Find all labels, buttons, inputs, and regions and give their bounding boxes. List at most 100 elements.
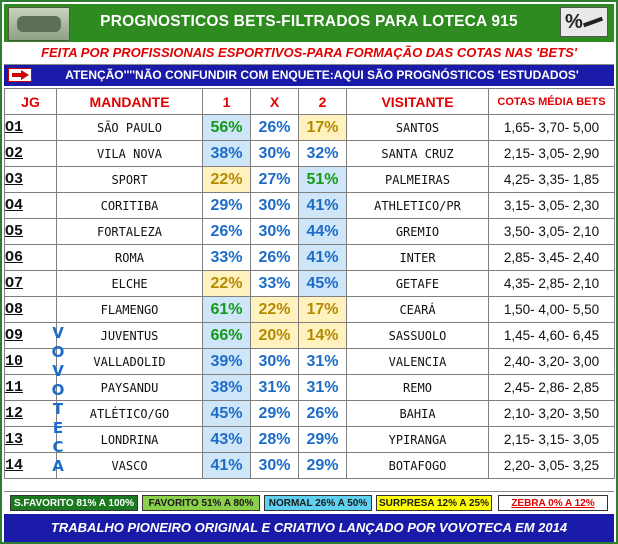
prob-home: 26% — [202, 218, 251, 245]
watermark-letter: E — [52, 419, 64, 437]
watermark-letter: A — [52, 457, 64, 475]
watermark-letter: C — [52, 438, 64, 456]
table-row: O9 JUVENTUS 66% 20% 14% SASSUOLO 1,45- 4,60- 6… — [4, 322, 615, 349]
prob-away: 41% — [298, 244, 347, 271]
prob-away: 32% — [298, 140, 347, 167]
game-number: O4 — [4, 192, 57, 219]
table-row: O8 FLAMENGO 61% 22% 17% CEARÁ 1,50- 4,00- 5,50 — [4, 296, 615, 323]
away-team: REMO — [346, 374, 489, 401]
odds-cell: 3,15- 3,05- 2,30 — [488, 192, 615, 219]
table-row: 13 LONDRINA 43% 28% 29% YPIRANGA 2,15- 3,15- 3… — [4, 426, 615, 453]
prob-away: 31% — [298, 374, 347, 401]
home-team: ROMA — [56, 244, 203, 271]
odds-cell: 4,25- 3,35- 1,85 — [488, 166, 615, 193]
table-row: O3 SPORT 22% 27% 51% PALMEIRAS 4,25- 3,35- 1,8… — [4, 166, 615, 193]
arrow-head — [21, 70, 29, 80]
odds-cell: 2,15- 3,15- 3,05 — [488, 426, 615, 453]
home-team: SPORT — [56, 166, 203, 193]
home-team: CORITIBA — [56, 192, 203, 219]
game-number: O3 — [4, 166, 57, 193]
odds-cell: 2,20- 3,05- 3,25 — [488, 452, 615, 479]
table-row: O7 ELCHE 22% 33% 45% GETAFE 4,35- 2,85- 2,10 — [4, 270, 615, 297]
watermark-letter: O — [51, 343, 65, 361]
game-number: O2 — [4, 140, 57, 167]
percent-badge: % — [565, 11, 583, 33]
col-header-1: 1 — [202, 88, 251, 115]
col-header-home: MANDANTE — [56, 88, 203, 115]
home-team: VILA NOVA — [56, 140, 203, 167]
prob-away: 14% — [298, 322, 347, 349]
prob-away: 31% — [298, 348, 347, 375]
prob-away: 29% — [298, 426, 347, 453]
odds-cell: 2,40- 3,20- 3,00 — [488, 348, 615, 375]
home-team: FLAMENGO — [56, 296, 203, 323]
legend-super-favorite: S.FAVORITO 81% A 100% — [10, 495, 138, 511]
game-number: O5 — [4, 218, 57, 245]
prob-away: 51% — [298, 166, 347, 193]
odds-cell: 3,50- 3,05- 2,10 — [488, 218, 615, 245]
away-team: VALENCIA — [346, 348, 489, 375]
game-number: 14 — [4, 452, 57, 479]
games-table: JG MANDANTE 1 X 2 VISITANTE COTAS MÉDIA … — [4, 88, 615, 479]
subtitle-bar: FEITA POR PROFISSIONAIS ESPORTIVOS-PARA … — [4, 42, 614, 65]
home-team: LONDRINA — [56, 426, 203, 453]
prob-draw: 30% — [250, 218, 299, 245]
away-team: SASSUOLO — [346, 322, 489, 349]
table-row: O5 FORTALEZA 26% 30% 44% GREMIO 3,50- 3,05- 2,… — [4, 218, 615, 245]
prob-draw: 22% — [250, 296, 299, 323]
prob-draw: 31% — [250, 374, 299, 401]
arrow-shaft — [12, 73, 22, 77]
table-row: O2 VILA NOVA 38% 30% 32% SANTA CRUZ 2,15- 3,05… — [4, 140, 615, 167]
game-number: 12 — [4, 400, 57, 427]
table-row: O6 ROMA 33% 26% 41% INTER 2,85- 3,45- 2,40 — [4, 244, 615, 271]
away-team: PALMEIRAS — [346, 166, 489, 193]
prob-draw: 29% — [250, 400, 299, 427]
watermark-letter: V — [52, 324, 64, 342]
prob-draw: 33% — [250, 270, 299, 297]
table-body: O1 SÃO PAULO 56% 26% 17% SANTOS 1,65- 3,70- 5,… — [4, 114, 615, 479]
col-header-x: X — [250, 88, 299, 115]
odds-cell: 2,45- 2,86- 2,85 — [488, 374, 615, 401]
table-row: 10 VALLADOLID 39% 30% 31% VALENCIA 2,40- 3,20-… — [4, 348, 615, 375]
home-team: SÃO PAULO — [56, 114, 203, 141]
game-number: O1 — [4, 114, 57, 141]
prob-home: 22% — [202, 270, 251, 297]
prob-away: 29% — [298, 452, 347, 479]
col-header-away: VISITANTE — [346, 88, 489, 115]
prob-draw: 26% — [250, 244, 299, 271]
prob-home: 43% — [202, 426, 251, 453]
prob-home: 29% — [202, 192, 251, 219]
col-header-odds: COTAS MÉDIA BETS — [488, 88, 615, 115]
home-team: ELCHE — [56, 270, 203, 297]
title-bar: PROGNOSTICOS BETS-FILTRADOS PARA LOTECA … — [4, 4, 614, 42]
watermark-letter: O — [51, 381, 65, 399]
col-header-2: 2 — [298, 88, 347, 115]
away-team: BOTAFOGO — [346, 452, 489, 479]
home-team: VALLADOLID — [56, 348, 203, 375]
prob-away: 17% — [298, 114, 347, 141]
col-header-jg: JG — [4, 88, 57, 115]
legend-normal: NORMAL 26% A 50% — [264, 495, 372, 511]
odds-cell: 1,45- 4,60- 6,45 — [488, 322, 615, 349]
logo-shape — [17, 16, 61, 32]
prob-draw: 30% — [250, 140, 299, 167]
arrow-right-icon — [8, 68, 32, 82]
prob-home: 45% — [202, 400, 251, 427]
table-header-row: JG MANDANTE 1 X 2 VISITANTE COTAS MÉDIA … — [4, 88, 615, 115]
table-row: 14 VASCO 41% 30% 29% BOTAFOGO 2,20- 3,05- 3,25 — [4, 452, 615, 479]
away-team: CEARÁ — [346, 296, 489, 323]
odds-cell: 2,10- 3,20- 3,50 — [488, 400, 615, 427]
prob-draw: 30% — [250, 192, 299, 219]
away-team: BAHIA — [346, 400, 489, 427]
prob-draw: 28% — [250, 426, 299, 453]
home-team: ATLÉTICO/GO — [56, 400, 203, 427]
game-number: 13 — [4, 426, 57, 453]
prob-draw: 20% — [250, 322, 299, 349]
pen-icon — [582, 16, 604, 28]
game-number: O6 — [4, 244, 57, 271]
legend-upset: ZEBRA 0% A 12% — [498, 495, 608, 511]
prob-home: 61% — [202, 296, 251, 323]
odds-cell: 2,85- 3,45- 2,40 — [488, 244, 615, 271]
odds-cell: 1,65- 3,70- 5,00 — [488, 114, 615, 141]
